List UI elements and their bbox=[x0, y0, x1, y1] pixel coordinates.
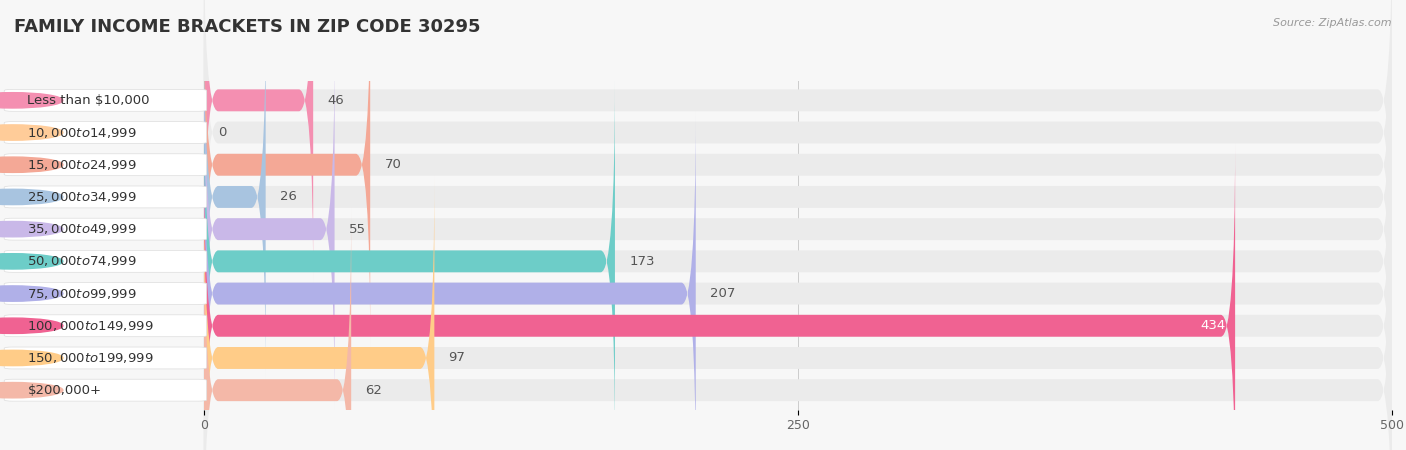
FancyBboxPatch shape bbox=[204, 144, 1234, 450]
Text: 97: 97 bbox=[449, 351, 465, 364]
FancyBboxPatch shape bbox=[204, 176, 1392, 450]
FancyBboxPatch shape bbox=[204, 79, 1392, 444]
Text: 26: 26 bbox=[280, 190, 297, 203]
Circle shape bbox=[0, 254, 63, 269]
Text: 434: 434 bbox=[1201, 319, 1226, 332]
FancyBboxPatch shape bbox=[204, 176, 434, 450]
Text: 62: 62 bbox=[366, 384, 382, 397]
Text: 46: 46 bbox=[328, 94, 344, 107]
Text: 0: 0 bbox=[218, 126, 226, 139]
Text: $25,000 to $34,999: $25,000 to $34,999 bbox=[28, 190, 138, 204]
FancyBboxPatch shape bbox=[204, 144, 1392, 450]
Text: Less than $10,000: Less than $10,000 bbox=[28, 94, 150, 107]
FancyBboxPatch shape bbox=[204, 111, 1392, 450]
FancyBboxPatch shape bbox=[204, 47, 1392, 411]
FancyBboxPatch shape bbox=[204, 0, 1392, 283]
FancyBboxPatch shape bbox=[4, 283, 207, 305]
Text: $50,000 to $74,999: $50,000 to $74,999 bbox=[28, 254, 138, 268]
Text: $100,000 to $149,999: $100,000 to $149,999 bbox=[28, 319, 153, 333]
Text: $15,000 to $24,999: $15,000 to $24,999 bbox=[28, 158, 138, 172]
FancyBboxPatch shape bbox=[4, 250, 207, 272]
Circle shape bbox=[0, 189, 63, 205]
Text: 55: 55 bbox=[349, 223, 366, 236]
Circle shape bbox=[0, 221, 63, 237]
Text: 207: 207 bbox=[710, 287, 735, 300]
Circle shape bbox=[0, 318, 63, 333]
Circle shape bbox=[0, 382, 63, 398]
FancyBboxPatch shape bbox=[204, 0, 370, 347]
FancyBboxPatch shape bbox=[4, 347, 207, 369]
Circle shape bbox=[0, 93, 63, 108]
FancyBboxPatch shape bbox=[204, 15, 1392, 379]
Circle shape bbox=[0, 350, 63, 366]
FancyBboxPatch shape bbox=[204, 208, 1392, 450]
Text: $75,000 to $99,999: $75,000 to $99,999 bbox=[28, 287, 138, 301]
FancyBboxPatch shape bbox=[4, 186, 207, 208]
FancyBboxPatch shape bbox=[204, 208, 352, 450]
FancyBboxPatch shape bbox=[4, 90, 207, 111]
Circle shape bbox=[0, 286, 63, 301]
FancyBboxPatch shape bbox=[4, 154, 207, 176]
Circle shape bbox=[0, 157, 63, 172]
FancyBboxPatch shape bbox=[4, 122, 207, 144]
Text: 173: 173 bbox=[630, 255, 655, 268]
Text: $200,000+: $200,000+ bbox=[28, 384, 101, 397]
FancyBboxPatch shape bbox=[4, 379, 207, 401]
FancyBboxPatch shape bbox=[204, 0, 314, 283]
Text: $35,000 to $49,999: $35,000 to $49,999 bbox=[28, 222, 138, 236]
FancyBboxPatch shape bbox=[204, 79, 614, 444]
FancyBboxPatch shape bbox=[4, 218, 207, 240]
FancyBboxPatch shape bbox=[204, 111, 696, 450]
Text: Source: ZipAtlas.com: Source: ZipAtlas.com bbox=[1274, 18, 1392, 28]
FancyBboxPatch shape bbox=[204, 47, 335, 411]
Text: $150,000 to $199,999: $150,000 to $199,999 bbox=[28, 351, 153, 365]
Text: 70: 70 bbox=[384, 158, 401, 171]
FancyBboxPatch shape bbox=[204, 15, 266, 379]
Text: FAMILY INCOME BRACKETS IN ZIP CODE 30295: FAMILY INCOME BRACKETS IN ZIP CODE 30295 bbox=[14, 18, 481, 36]
FancyBboxPatch shape bbox=[4, 315, 207, 337]
Text: $10,000 to $14,999: $10,000 to $14,999 bbox=[28, 126, 138, 140]
FancyBboxPatch shape bbox=[204, 0, 1392, 347]
FancyBboxPatch shape bbox=[204, 0, 1392, 315]
Circle shape bbox=[0, 125, 63, 140]
